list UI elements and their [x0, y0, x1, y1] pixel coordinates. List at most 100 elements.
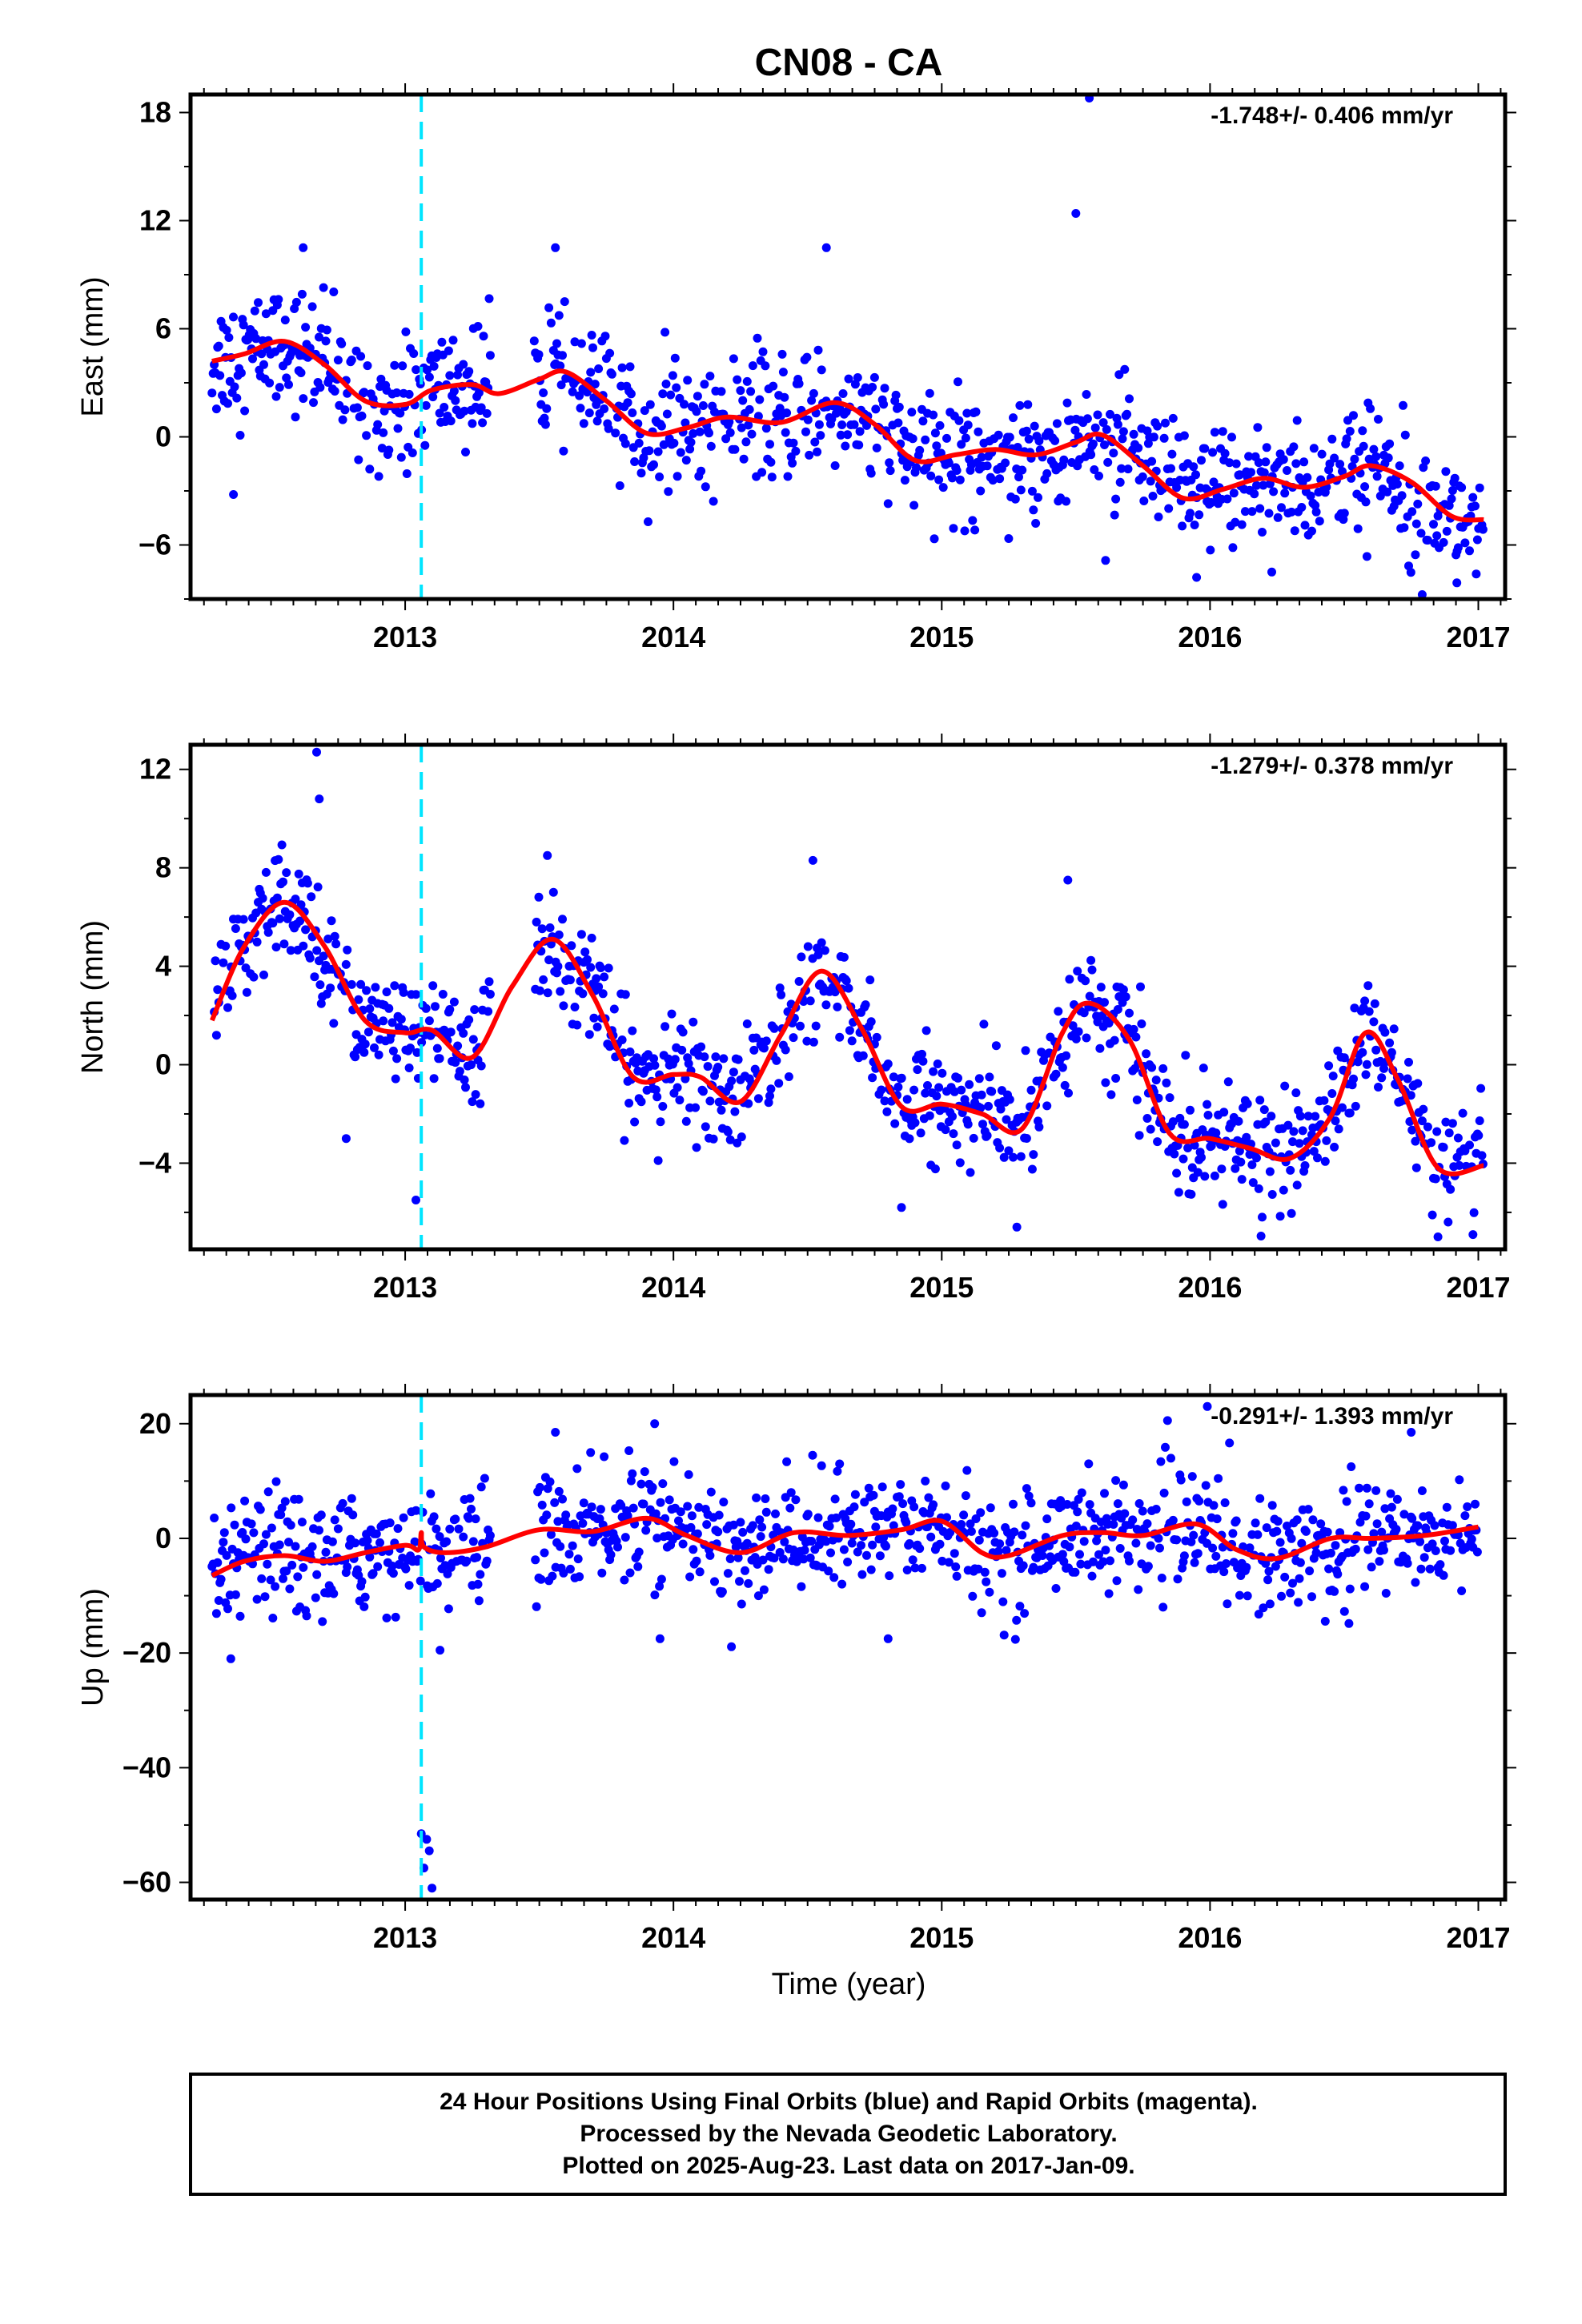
up-point: [821, 1537, 831, 1546]
east-point: [623, 398, 632, 408]
east-point: [809, 388, 818, 398]
north-point: [689, 1017, 698, 1027]
east-point: [1247, 507, 1257, 517]
up-point: [748, 1521, 757, 1530]
up-point: [1333, 1570, 1343, 1579]
north-point: [1029, 1150, 1038, 1160]
north-point: [984, 1101, 993, 1111]
up-point: [312, 1570, 322, 1579]
up-point: [719, 1498, 729, 1507]
up-point: [223, 1604, 232, 1614]
east-point: [1317, 449, 1327, 459]
north-y-tick-label: 8: [155, 851, 171, 884]
north-point: [1439, 1143, 1448, 1152]
east-point: [676, 448, 685, 457]
up-point: [482, 1556, 492, 1566]
up-point: [805, 1553, 815, 1562]
east-point: [1101, 556, 1110, 565]
north-point: [1441, 1117, 1451, 1127]
east-point: [742, 376, 752, 386]
up-point: [1138, 1506, 1147, 1516]
north-point: [406, 1043, 415, 1053]
up-point: [1071, 1522, 1081, 1530]
north-point: [1058, 1063, 1067, 1072]
up-point: [1287, 1534, 1296, 1543]
north-point: [1219, 1108, 1229, 1117]
north-point: [865, 975, 875, 985]
up-point: [1326, 1548, 1335, 1558]
east-point: [954, 377, 962, 387]
north-point: [1236, 1157, 1246, 1167]
north-outlier-point: [315, 794, 324, 804]
north-point: [363, 1027, 373, 1037]
up-point: [633, 1562, 643, 1571]
up-point: [626, 1476, 636, 1486]
north-point: [1095, 1043, 1105, 1053]
east-point: [1421, 456, 1431, 465]
north-point: [1403, 1074, 1412, 1084]
north-point: [730, 1107, 740, 1116]
up-point: [1079, 1537, 1089, 1546]
east-point: [918, 416, 928, 426]
east-point: [423, 365, 432, 375]
east-point: [575, 391, 584, 400]
east-point: [869, 372, 879, 382]
north-point: [1183, 1144, 1193, 1152]
east-point: [377, 444, 387, 453]
east-point: [1447, 486, 1457, 495]
north-point: [630, 1117, 640, 1127]
east-point: [1374, 415, 1383, 424]
up-point: [1051, 1584, 1061, 1593]
up-point: [847, 1538, 857, 1548]
north-point: [312, 946, 322, 955]
up-point: [542, 1510, 552, 1520]
east-point: [775, 404, 785, 413]
east-point: [1303, 472, 1312, 482]
east-point: [968, 516, 978, 525]
north-point: [567, 941, 576, 951]
east-point: [329, 287, 339, 296]
north-point: [1096, 983, 1106, 992]
up-point: [1115, 1544, 1125, 1553]
north-point: [307, 892, 316, 902]
east-point: [1207, 498, 1216, 507]
north-point: [1210, 1171, 1219, 1180]
east-point: [805, 450, 814, 460]
east-point: [428, 392, 438, 402]
up-point: [613, 1542, 622, 1552]
north-point: [272, 893, 282, 903]
up-point: [410, 1537, 420, 1546]
up-point: [689, 1545, 698, 1554]
east-point: [871, 404, 881, 414]
north-outlier-point: [312, 747, 321, 757]
north-point: [723, 1127, 733, 1136]
east-point: [590, 380, 600, 389]
up-outlier-point: [1203, 1401, 1212, 1411]
up-point: [1076, 1559, 1086, 1569]
north-point: [594, 982, 604, 991]
east-point: [747, 429, 757, 439]
north-point: [1289, 1127, 1299, 1136]
north-point: [628, 1026, 637, 1035]
north-point: [1217, 1164, 1227, 1174]
north-point: [777, 990, 786, 999]
up-point: [1277, 1591, 1286, 1601]
east-point: [685, 444, 695, 454]
east-point: [1450, 473, 1460, 483]
east-point: [1159, 433, 1169, 443]
up-point: [980, 1567, 990, 1577]
north-point: [905, 1134, 914, 1144]
north-point: [249, 972, 259, 982]
north-point: [759, 1043, 769, 1053]
east-point: [777, 349, 787, 359]
north-point: [1387, 1047, 1396, 1057]
up-point: [368, 1569, 378, 1578]
up-point: [683, 1502, 693, 1511]
north-point: [277, 840, 287, 850]
east-point: [741, 437, 751, 447]
north-point: [872, 1032, 881, 1042]
up-point: [769, 1554, 779, 1562]
east-point: [974, 427, 983, 436]
east-point: [664, 487, 673, 497]
north-point: [923, 1081, 932, 1090]
